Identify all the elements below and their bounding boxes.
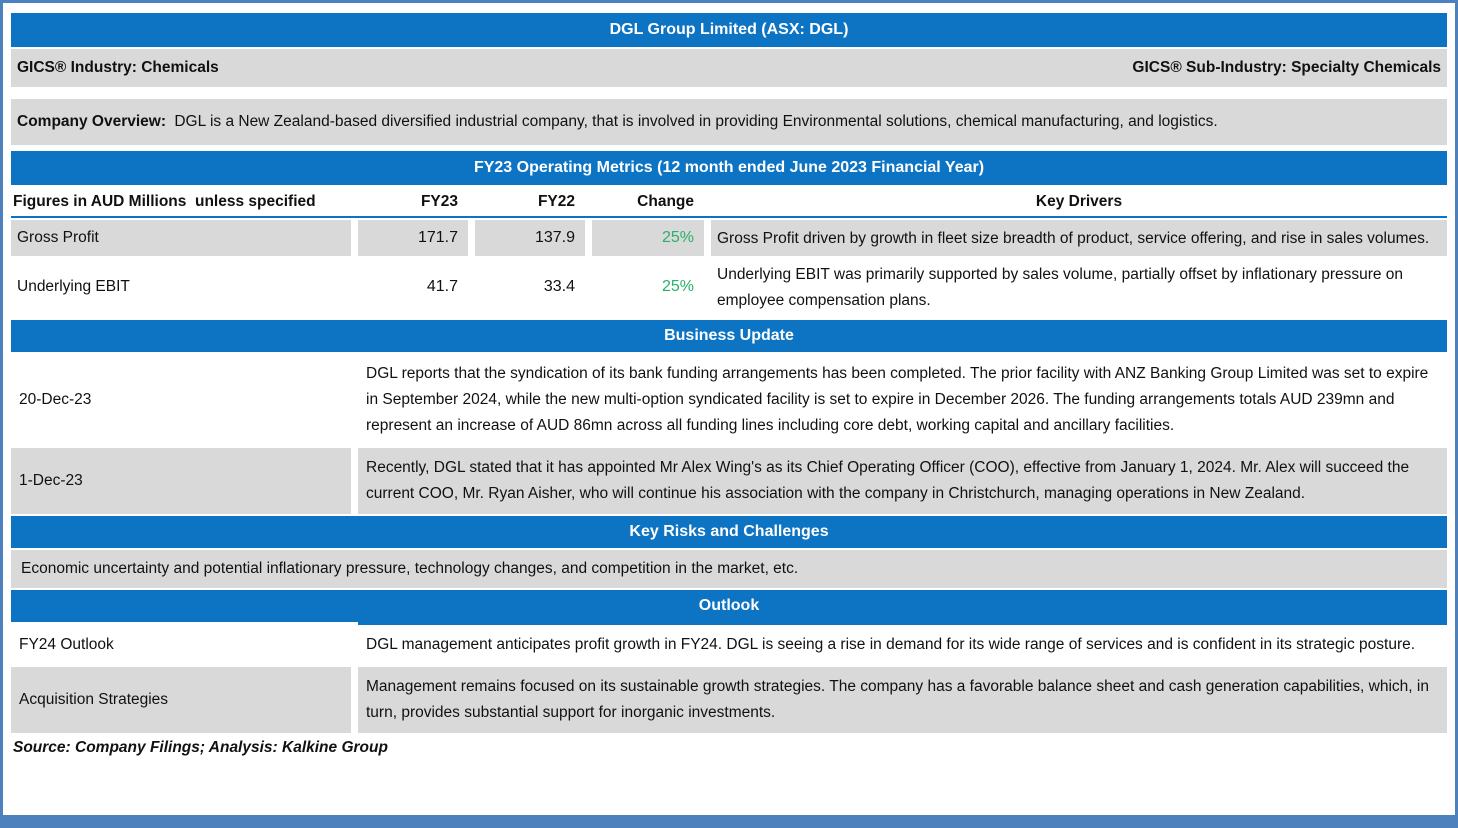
table-row: Gross Profit 171.7 137.9 25% Gross Profi… bbox=[11, 220, 1447, 256]
metrics-section-bar: FY23 Operating Metrics (12 month ended J… bbox=[11, 151, 1447, 185]
key-risks-row: Economic uncertainty and potential infla… bbox=[11, 550, 1447, 588]
metrics-col-fy22: FY22 bbox=[537, 193, 575, 210]
overview-text: DGL is a New Zealand-based diversified i… bbox=[174, 113, 1218, 130]
update-date: 20-Dec-23 bbox=[19, 391, 92, 408]
bottom-border-bar bbox=[3, 815, 1455, 825]
company-title: DGL Group Limited (ASX: DGL) bbox=[609, 21, 849, 38]
outlook-text: Management remains focused on its sustai… bbox=[358, 667, 1447, 733]
metric-key-driver: Underlying EBIT was primarily supported … bbox=[717, 266, 1404, 309]
business-update-item: 20-Dec-23 DGL reports that the syndicati… bbox=[11, 354, 1447, 446]
metric-change-value: 25% bbox=[592, 220, 704, 256]
metric-fy23-value: 41.7 bbox=[426, 278, 458, 295]
outlook-label: Acquisition Strategies bbox=[11, 667, 351, 733]
source-note: Source: Company Filings; Analysis: Kalki… bbox=[11, 736, 1447, 760]
metrics-col-drivers: Key Drivers bbox=[1035, 193, 1123, 210]
metric-label: Underlying EBIT bbox=[17, 278, 130, 295]
business-update-title: Business Update bbox=[664, 327, 794, 344]
business-update-bar: Business Update bbox=[11, 320, 1447, 352]
key-risks-bar: Key Risks and Challenges bbox=[11, 516, 1447, 548]
company-overview-row: Company Overview: DGL is a New Zealand-b… bbox=[11, 99, 1447, 145]
metric-fy23-value: 171.7 bbox=[358, 220, 468, 256]
update-text: DGL reports that the syndication of its … bbox=[366, 365, 1429, 434]
outlook-item: FY24 Outlook DGL management anticipates … bbox=[11, 625, 1447, 665]
overview-paragraph: Company Overview: DGL is a New Zealand-b… bbox=[17, 113, 1218, 131]
update-text: Recently, DGL stated that it has appoint… bbox=[358, 448, 1447, 514]
metric-change-value: 25% bbox=[661, 278, 694, 295]
metrics-section-title: FY23 Operating Metrics (12 month ended J… bbox=[473, 159, 985, 176]
metric-fy22-value: 33.4 bbox=[543, 278, 575, 295]
metrics-col-change: Change bbox=[637, 193, 694, 210]
outlook-bar-step bbox=[358, 622, 1447, 625]
gics-industry: GICS® Industry: Chemicals bbox=[17, 59, 219, 76]
overview-label: Company Overview: bbox=[17, 113, 167, 130]
gics-row: GICS® Industry: Chemicals GICS® Sub-Indu… bbox=[11, 49, 1447, 87]
company-title-bar: DGL Group Limited (ASX: DGL) bbox=[11, 13, 1447, 47]
table-row: Underlying EBIT 41.7 33.4 25% Underlying… bbox=[11, 256, 1447, 318]
metrics-header-row: Figures in AUD Millions unless specified… bbox=[11, 187, 1447, 218]
outlook-text: DGL management anticipates profit growth… bbox=[366, 636, 1416, 653]
key-risks-text: Economic uncertainty and potential infla… bbox=[21, 560, 799, 577]
report-content: DGL Group Limited (ASX: DGL) GICS® Indus… bbox=[11, 13, 1447, 760]
metrics-col-fy23: FY23 bbox=[420, 193, 458, 210]
source-text: Source: Company Filings; Analysis: Kalki… bbox=[13, 739, 388, 756]
update-date: 1-Dec-23 bbox=[11, 448, 351, 514]
key-risks-title: Key Risks and Challenges bbox=[629, 523, 829, 540]
metric-fy22-value: 137.9 bbox=[475, 220, 585, 256]
outlook-bar: Outlook bbox=[11, 590, 1447, 625]
metric-key-driver: Gross Profit driven by growth in fleet s… bbox=[711, 220, 1447, 256]
outlook-item: Acquisition Strategies Management remain… bbox=[11, 667, 1447, 733]
metrics-col-label: Figures in AUD Millions unless specified bbox=[13, 193, 316, 210]
metric-label: Gross Profit bbox=[11, 220, 351, 256]
outlook-title: Outlook bbox=[698, 597, 760, 614]
business-update-item: 1-Dec-23 Recently, DGL stated that it ha… bbox=[11, 448, 1447, 514]
gics-sub-industry: GICS® Sub-Industry: Specialty Chemicals bbox=[1132, 59, 1441, 76]
outlook-label: FY24 Outlook bbox=[19, 636, 114, 653]
